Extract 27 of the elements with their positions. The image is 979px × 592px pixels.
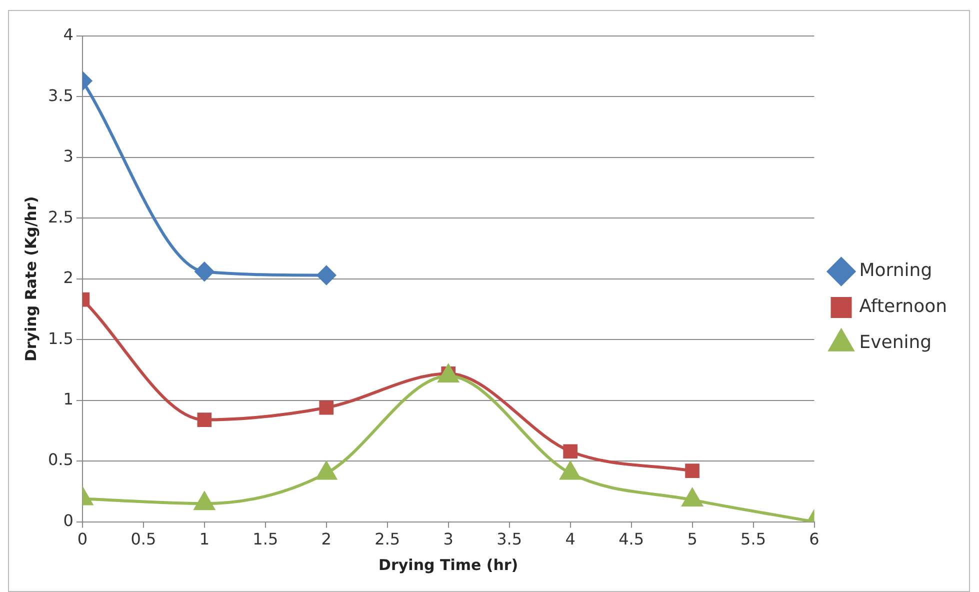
x-tick-label: 1.5 — [252, 530, 278, 549]
x-tick-label: 3.5 — [496, 530, 522, 549]
x-tick-label: 4.5 — [618, 530, 644, 549]
x-tick-label: 0.5 — [130, 530, 156, 549]
y-tick-label: 1 — [63, 390, 74, 409]
x-axis-title: Drying Time (hr) — [378, 556, 518, 574]
x-tick-label: 0 — [77, 530, 88, 549]
y-tick-label: 1.5 — [48, 328, 74, 348]
x-tick-label: 5 — [687, 530, 698, 549]
y-tick-label: 3.5 — [48, 86, 74, 105]
legend-label: Morning — [859, 260, 932, 282]
x-tick-label: 2 — [321, 530, 332, 549]
x-tick-label: 4 — [565, 530, 576, 549]
x-tick-label: 3 — [443, 530, 454, 549]
x-tick-label: 6 — [809, 530, 820, 549]
x-tick-label: 5.5 — [740, 530, 766, 549]
y-tick-label: 0 — [63, 510, 74, 530]
y-tick-label: 0.5 — [48, 450, 74, 470]
y-tick-label: 2 — [63, 268, 74, 288]
x-tick-label: 2.5 — [374, 530, 400, 549]
y-axis-title: Drying Rate (Kg/hr) — [22, 196, 40, 362]
y-tick-label: 2.5 — [48, 207, 74, 226]
legend-label: Evening — [859, 332, 932, 354]
y-tick-label: 4 — [63, 25, 74, 44]
y-tick-label: 3 — [63, 146, 74, 166]
x-tick-label: 1 — [199, 530, 210, 549]
legend-label: Afternoon — [859, 296, 947, 318]
